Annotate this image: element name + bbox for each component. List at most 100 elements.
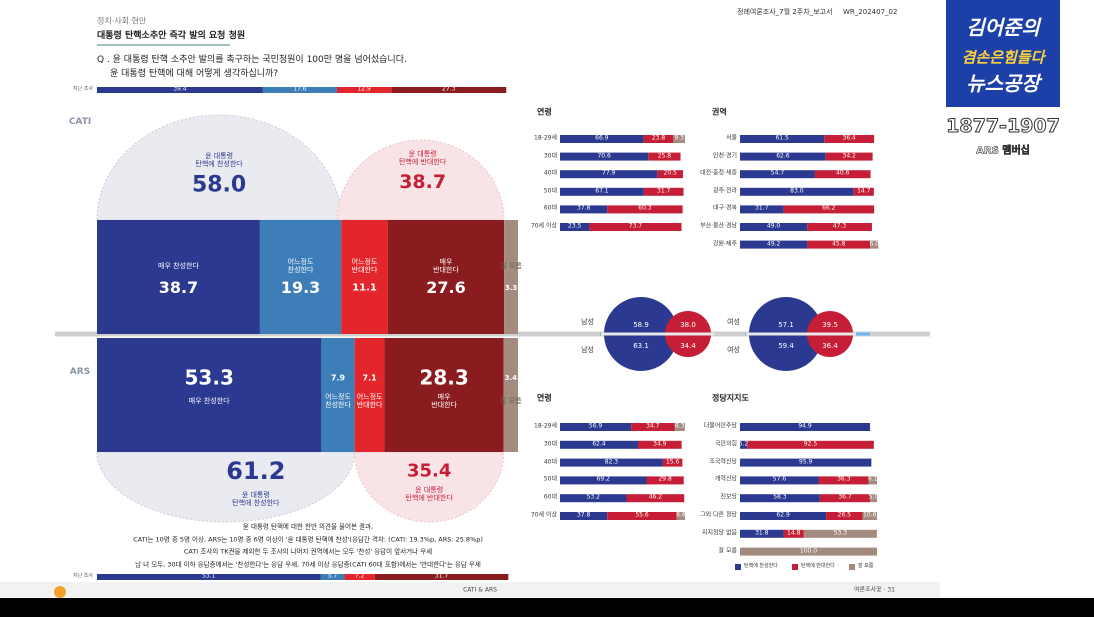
row-value: 92.5 [803,440,818,448]
row-value: 23.8 [651,134,666,142]
previous-value: 5.7 [327,572,338,580]
previous-bar [262,87,337,93]
row-value: 56.9 [588,422,603,430]
row-bar [740,529,784,538]
segment-name: 매우 반대한다 [433,257,459,274]
previous-bar [336,87,392,93]
row-bar [607,512,677,520]
segment-value: 3.3 [504,283,518,292]
row-value: 94.9 [798,422,812,430]
bubble-value: 59.4 [778,341,794,350]
note-line: 윤 대통령 탄핵에 대한 찬반 의견을 물어본 결과, [242,522,374,531]
row-bar [673,135,685,143]
support-dome [96,114,342,221]
logo-text: 뉴스공장 [966,71,1040,96]
row-bar [607,205,683,214]
support-total: 61.2 [226,457,286,486]
row-label: 국민의힘 [714,440,737,448]
row-value: 6.0 [869,240,880,248]
page-title: 대통령 탄핵소추안 즉각 발의 요청 청원 [97,30,246,41]
row-bar [783,529,804,538]
row-bar [807,240,871,249]
row-bar [740,458,872,467]
row-label: 인천·경기 [713,152,737,160]
row-bar [560,152,649,161]
row-value: 69.2 [596,475,610,483]
row-value: 40.6 [836,169,850,177]
previous-bar [391,87,507,93]
row-value: 54.7 [770,169,785,177]
row-label: 40대 [543,169,557,177]
segment-name: 매우 반대한다 [431,392,457,409]
row-value: 82.3 [604,458,619,466]
row-bar [740,170,815,179]
segment-value: 7.1 [362,373,377,383]
row-value: 34.7 [646,422,660,430]
row-value: 46.2 [648,493,663,501]
previous-value: 17.6 [293,85,307,93]
segment-bar [341,220,388,334]
row-bar [560,458,663,467]
row-value: 61.5 [775,134,789,142]
segment-value: 3.4 [504,373,518,382]
row-bar [638,440,682,449]
row-label: 40대 [543,458,557,466]
legend-label: 탄핵에 찬성한다 [744,563,778,570]
row-value: 5.0 [868,493,879,501]
row-value: 37.8 [576,204,591,212]
row-bar [674,423,685,431]
row-bar [740,423,871,431]
segment-value: 53.3 [184,365,234,390]
row-value: 67.1 [595,187,609,195]
row-value: 8.3 [674,422,685,430]
row-bar [740,187,854,196]
segment-name: 잘 모름 [500,261,522,270]
row-bar [560,223,590,231]
row-bar [740,223,808,231]
row-bar [740,240,808,249]
row-bar [740,476,819,485]
row-value: 58.3 [773,493,787,501]
row-bar [740,494,820,503]
row-value: 53.2 [586,493,600,501]
segment-value: 19.3 [280,277,321,297]
row-label: 50대 [543,475,557,483]
segment-name: 매우 찬성한다 [188,396,230,405]
row-value: 62.6 [776,152,790,160]
support-total: 58.0 [191,172,247,198]
row-bar [853,187,874,196]
row-label: 진보당 [720,493,737,501]
footer-band [0,582,940,598]
row-value: 60.3 [638,204,652,212]
row-bar [560,476,647,485]
row-value: 49.0 [766,222,781,230]
row-value: 9.3 [674,134,684,142]
row-value: 100.0 [799,547,818,555]
row-label: 60대 [543,204,557,212]
note-line: 남·녀 모두, 30대 이하 응답층에서는 '찬성한다'는 응답 우세, 70세… [135,560,481,569]
row-value: 62.4 [592,440,606,448]
row-label: 서울 [725,134,737,142]
row-bar [818,476,869,485]
bubble-value: 57.1 [778,320,794,329]
row-value: 15.6 [665,458,680,466]
bottom-bar [0,598,1094,617]
row-label: 지지정당 없음 [701,529,737,537]
gender-label: 여성 [727,345,740,354]
row-value: 34.2 [842,152,856,160]
segment-bar [503,338,518,452]
bubble-value: 38.0 [680,320,696,329]
row-bar [783,205,875,214]
row-value: 26.5 [837,511,851,519]
row-value: 55.6 [635,511,649,519]
support-name: 윤 대통령 탄핵에 찬성한다 [232,490,280,507]
oppose-dome [336,139,505,221]
row-value: 36.3 [837,475,851,483]
row-bar [747,440,874,449]
row-label: 30대 [543,152,557,160]
segment-name: 어느정도 반대한다 [351,257,378,274]
panel-title: 권역 [712,107,727,117]
segment-bar [504,220,518,334]
legend-swatch [849,564,855,570]
oppose-name: 윤 대통령 탄핵에 반대한다 [398,149,447,166]
